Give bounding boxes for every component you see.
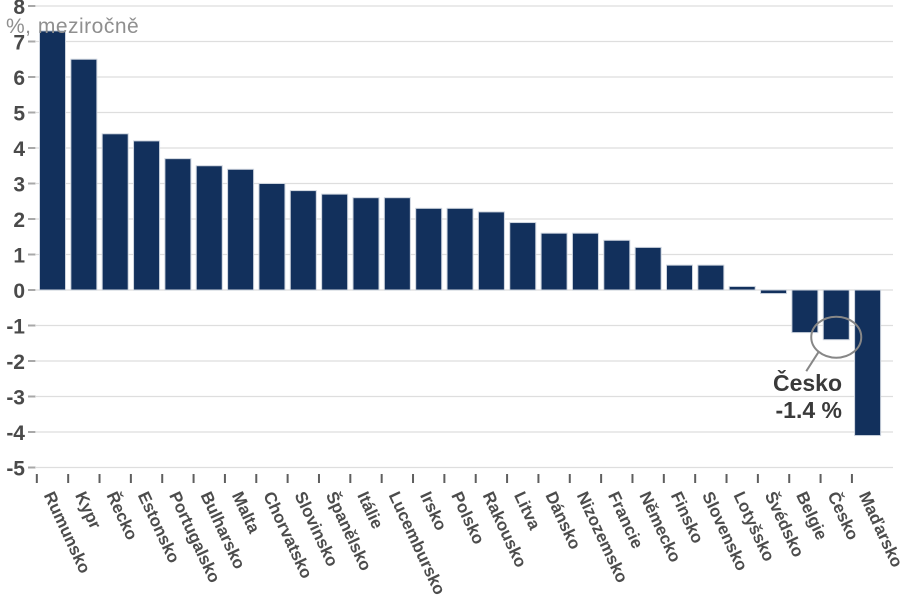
y-axis-unit-label: %, meziročně xyxy=(6,15,140,38)
y-axis-tick-label: -4 xyxy=(6,422,25,445)
bar-Nizozemsko xyxy=(571,232,599,291)
bar-Irsko xyxy=(415,207,443,291)
y-axis-tick-label: 1 xyxy=(13,245,25,268)
bar-Malta xyxy=(227,168,255,291)
bar-Belgie xyxy=(791,289,819,334)
y-axis-tick-label: 0 xyxy=(13,280,25,303)
bar-Slovensko xyxy=(697,264,725,291)
x-axis-label: Litva xyxy=(510,489,544,533)
y-axis-tick-label: 3 xyxy=(13,174,25,197)
bar-Portugalsko xyxy=(164,158,192,291)
bar-Řecko xyxy=(101,133,129,291)
bar-Maďarsko xyxy=(854,289,882,437)
bar-Rakousko xyxy=(477,211,505,291)
bar-Bulharsko xyxy=(195,165,223,291)
bar-Španělsko xyxy=(321,193,349,291)
y-axis-tick-label: 4 xyxy=(13,138,25,161)
bar-Německo xyxy=(634,246,662,291)
x-axis-label: Itálie xyxy=(353,489,387,532)
bar-Estonsko xyxy=(133,140,161,291)
x-axis-label: Maďarsko xyxy=(855,489,900,571)
bar-Finsko xyxy=(666,264,693,291)
y-axis-tick-label: 6 xyxy=(13,67,25,90)
bar-Česko xyxy=(822,289,850,341)
bar-Chorvatsko xyxy=(258,183,286,291)
x-axis-label: Irsko xyxy=(416,489,450,534)
y-axis-tick-label: -3 xyxy=(6,387,25,410)
y-axis-tick-label: 5 xyxy=(13,103,25,126)
bar-Švédsko xyxy=(760,289,788,295)
bar-Rumunsko xyxy=(39,30,66,291)
annotation-leader-line xyxy=(805,351,820,372)
x-axis-label: Kypr xyxy=(71,489,105,532)
y-axis-tick-label: -5 xyxy=(6,458,25,481)
y-axis-tick-label: 7 xyxy=(13,32,25,55)
bar-Polsko xyxy=(446,207,474,291)
bar-Lucembursko xyxy=(383,197,411,291)
bar-Dánsko xyxy=(540,232,568,291)
annotation: Česko -1.4 % xyxy=(692,370,842,424)
y-axis-tick-label: 2 xyxy=(13,209,25,232)
y-axis-tick-label: -1 xyxy=(6,316,25,339)
bar-Slovinsko xyxy=(289,190,317,291)
bar-Lotyšsko xyxy=(728,285,756,291)
bar-Francie xyxy=(603,239,631,291)
annotation-value-label: -1.4 % xyxy=(775,397,842,423)
y-axis-tick-label: -2 xyxy=(6,351,25,374)
bar-Kypr xyxy=(70,58,98,291)
annotation-circle xyxy=(810,315,863,359)
bar-Itálie xyxy=(352,197,380,291)
bar-Litva xyxy=(509,222,537,291)
y-axis-tick-label: 8 xyxy=(13,0,25,19)
annotation-country-label: Česko xyxy=(772,370,842,396)
